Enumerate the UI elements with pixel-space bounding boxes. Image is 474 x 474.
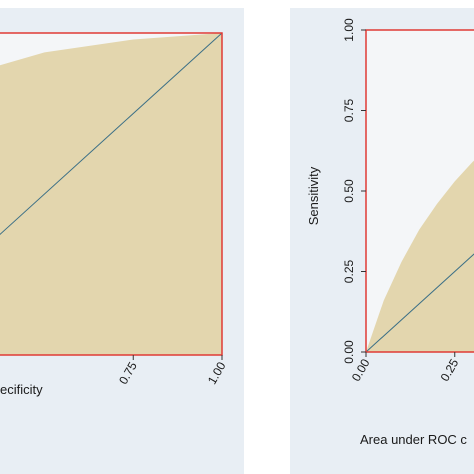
- right-y-tick-label: 0.25: [342, 259, 356, 283]
- left-reference-line: [0, 32, 223, 236]
- right-roc-area: [366, 160, 474, 352]
- right-reference-line: [365, 253, 474, 353]
- right-y-tick-label: 0.50: [342, 179, 356, 203]
- left-panel: 0.75 1.00 ecificity: [0, 8, 244, 474]
- right-y-axis-title: Sensitivity: [306, 166, 321, 225]
- right-y-tick-label: 1.00: [342, 18, 356, 42]
- right-plot-area: [365, 29, 474, 353]
- left-roc-area: [0, 33, 222, 355]
- right-panel: 0.00 0.25 0.50 0.75 1.00 0.00 0.25 Sensitivit…: [290, 8, 474, 474]
- right-y-tick-label: 0.00: [342, 340, 356, 364]
- right-y-tick-label: 0.75: [342, 98, 356, 122]
- right-x-axis-title: Area under ROC c: [360, 432, 467, 447]
- left-plot-border: [0, 32, 223, 356]
- left-x-axis-title: ecificity: [0, 382, 43, 397]
- left-plot-area: [0, 32, 223, 356]
- right-y-ticks: 0.00 0.25 0.50 0.75 1.00: [342, 18, 366, 364]
